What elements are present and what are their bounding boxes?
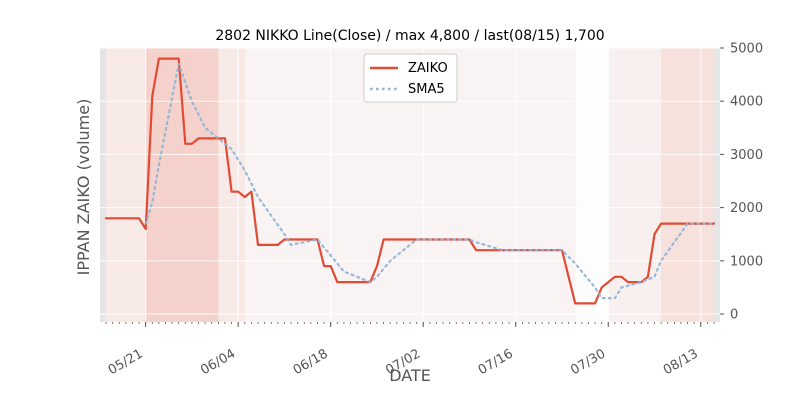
shaded-range-wash [661,48,714,322]
x-tick-label-06-18: 06/18 [291,346,331,378]
shaded-ranges [106,48,714,322]
x-axis-title: DATE [389,366,431,385]
legend-box [363,53,458,103]
x-tick-label-07-30: 07/30 [568,346,608,378]
x-tick-label-08-13: 08/13 [661,346,701,378]
legend-label-sma5: SMA5 [408,82,445,97]
y-tick-label-4000: 4000 [730,95,763,110]
shaded-range-wash [608,48,662,322]
series-lines [104,57,716,305]
y-tick-label-5000: 5000 [730,42,763,57]
legend-label-zaiko: ZAIKO [408,61,448,76]
y-tick-label-2000: 2000 [730,201,763,216]
series-line-zaiko [104,57,716,305]
shaded-range-wash [106,48,146,322]
legend: ZAIKO SMA5 [363,53,458,103]
chart-title: 2802 NIKKO Line(Close) / max 4,800 / las… [215,28,604,44]
x-tick-label-07-16: 07/16 [476,346,516,378]
plot-area [100,47,720,322]
y-tick-label-1000: 1000 [730,254,763,269]
y-axis: 0 1000 2000 3000 4000 5000 [720,42,763,323]
x-tick-label-06-04: 06/04 [198,346,238,378]
y-tick-label-3000: 3000 [730,148,763,163]
shaded-range-wash [575,48,609,322]
y-tick-label-0: 0 [730,308,738,323]
y-axis-title: IPPAN ZAIKO (volume) [74,99,93,276]
x-tick-label-05-21: 05/21 [106,346,146,378]
